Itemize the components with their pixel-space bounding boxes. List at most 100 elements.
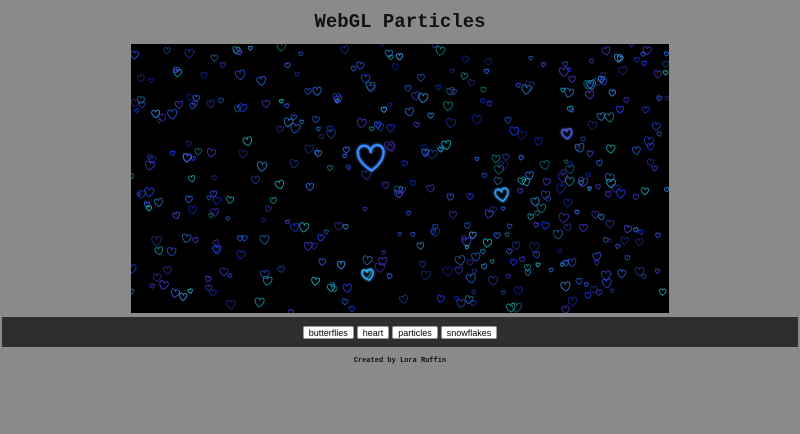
heart-particle-icon xyxy=(276,44,286,52)
heart-particle-icon xyxy=(647,158,655,167)
heart-particle-icon xyxy=(386,123,396,133)
heart-particle-icon xyxy=(464,244,470,250)
heart-button[interactable]: heart xyxy=(356,325,390,339)
heart-particle-icon xyxy=(595,159,603,167)
heart-particle-icon xyxy=(170,288,180,298)
heart-particle-icon xyxy=(580,136,586,142)
heart-particle-icon xyxy=(172,68,178,74)
heart-particle-icon xyxy=(653,70,662,79)
heart-particle-icon xyxy=(345,164,351,170)
heart-particle-icon xyxy=(592,252,602,262)
heart-particle-icon xyxy=(299,222,310,233)
heart-particle-icon xyxy=(397,232,402,237)
heart-particle-icon xyxy=(574,145,581,152)
particle-canvas[interactable] xyxy=(131,44,669,313)
heart-particle-icon xyxy=(646,142,655,151)
particles-button[interactable]: particles xyxy=(392,325,438,339)
heart-particle-icon xyxy=(146,153,153,160)
heart-particle-icon xyxy=(585,172,591,178)
heart-particle-icon xyxy=(494,176,503,186)
heart-particle-icon xyxy=(188,175,196,183)
heart-particle-icon xyxy=(599,71,606,79)
heart-particle-icon xyxy=(504,232,510,238)
heart-particle-icon xyxy=(200,71,208,79)
heart-particle-icon xyxy=(312,115,320,124)
heart-particle-icon xyxy=(605,219,615,229)
heart-particle-icon xyxy=(569,108,575,114)
heart-particle-icon xyxy=(236,249,246,260)
heart-particle-icon xyxy=(655,232,662,239)
heart-particle-icon xyxy=(254,297,265,308)
heart-particle-icon xyxy=(145,160,155,171)
heart-particle-icon xyxy=(131,288,135,295)
heart-particle-icon xyxy=(294,71,300,77)
snowflakes-button[interactable]: snowflakes xyxy=(440,325,498,339)
heart-particle-icon xyxy=(234,69,246,81)
heart-particle-icon xyxy=(187,288,193,294)
heart-particle-icon xyxy=(283,117,294,128)
heart-particle-icon xyxy=(617,269,627,279)
heart-particle-icon xyxy=(384,49,393,58)
heart-particle-icon xyxy=(505,302,516,313)
heart-particle-icon xyxy=(540,61,547,68)
heart-particle-icon xyxy=(227,273,233,279)
heart-particle-icon xyxy=(261,99,270,109)
heart-particle-icon xyxy=(517,187,524,195)
heart-particle-icon xyxy=(136,192,142,197)
heart-particle-icon xyxy=(663,51,669,57)
heart-particle-icon xyxy=(342,153,348,159)
heart-particle-icon xyxy=(560,128,573,140)
heart-particle-icon xyxy=(138,101,146,109)
heart-particle-icon xyxy=(166,247,177,257)
heart-particle-icon xyxy=(182,153,192,163)
heart-particle-icon xyxy=(131,50,139,60)
heart-particle-icon xyxy=(498,160,509,171)
heart-particle-icon xyxy=(446,193,455,201)
heart-particle-icon xyxy=(583,79,594,91)
heart-particle-icon xyxy=(410,231,416,238)
heart-particle-icon xyxy=(260,217,266,223)
heart-particle-icon xyxy=(510,258,518,266)
heart-particle-icon xyxy=(405,210,412,216)
heart-particle-icon xyxy=(360,74,371,84)
heart-particle-icon xyxy=(284,219,290,225)
heart-particle-icon xyxy=(618,66,628,76)
heart-particle-icon xyxy=(332,93,342,102)
heart-particle-icon xyxy=(483,68,490,75)
heart-particle-icon xyxy=(380,106,388,114)
butterflies-button[interactable]: butterflies xyxy=(302,325,354,339)
heart-particle-icon xyxy=(587,186,592,191)
heart-particle-icon xyxy=(185,195,193,204)
heart-particle-icon xyxy=(274,179,285,190)
heart-particle-icon xyxy=(604,190,612,198)
heart-particle-icon xyxy=(466,259,474,266)
heart-particle-icon xyxy=(599,78,608,86)
heart-particle-icon xyxy=(560,281,571,292)
heart-particle-icon xyxy=(163,266,172,275)
heart-particle-icon xyxy=(579,223,588,233)
heart-particle-icon xyxy=(597,213,605,221)
heart-particle-icon xyxy=(350,65,357,72)
heart-particle-icon xyxy=(563,223,572,232)
heart-particle-icon xyxy=(474,156,480,162)
heart-particle-icon xyxy=(331,285,338,293)
heart-particle-icon xyxy=(191,100,199,107)
heart-particle-icon xyxy=(189,102,197,110)
heart-particle-icon xyxy=(521,178,531,187)
heart-particle-icon xyxy=(426,184,435,193)
heart-particle-icon xyxy=(462,55,470,64)
heart-particle-icon xyxy=(156,118,162,124)
heart-particle-icon xyxy=(154,246,164,256)
heart-particle-icon xyxy=(334,221,344,231)
heart-particle-icon xyxy=(435,46,446,56)
heart-particle-icon xyxy=(311,276,321,286)
heart-particle-icon xyxy=(616,105,625,114)
heart-particle-icon xyxy=(519,256,526,263)
heart-particle-icon xyxy=(610,288,615,294)
heart-particle-icon xyxy=(420,270,431,281)
heart-particle-icon xyxy=(136,74,145,83)
heart-particle-icon xyxy=(404,85,412,93)
heart-particle-icon xyxy=(656,131,662,137)
heart-particle-icon xyxy=(629,44,634,48)
heart-particle-icon xyxy=(524,269,532,277)
